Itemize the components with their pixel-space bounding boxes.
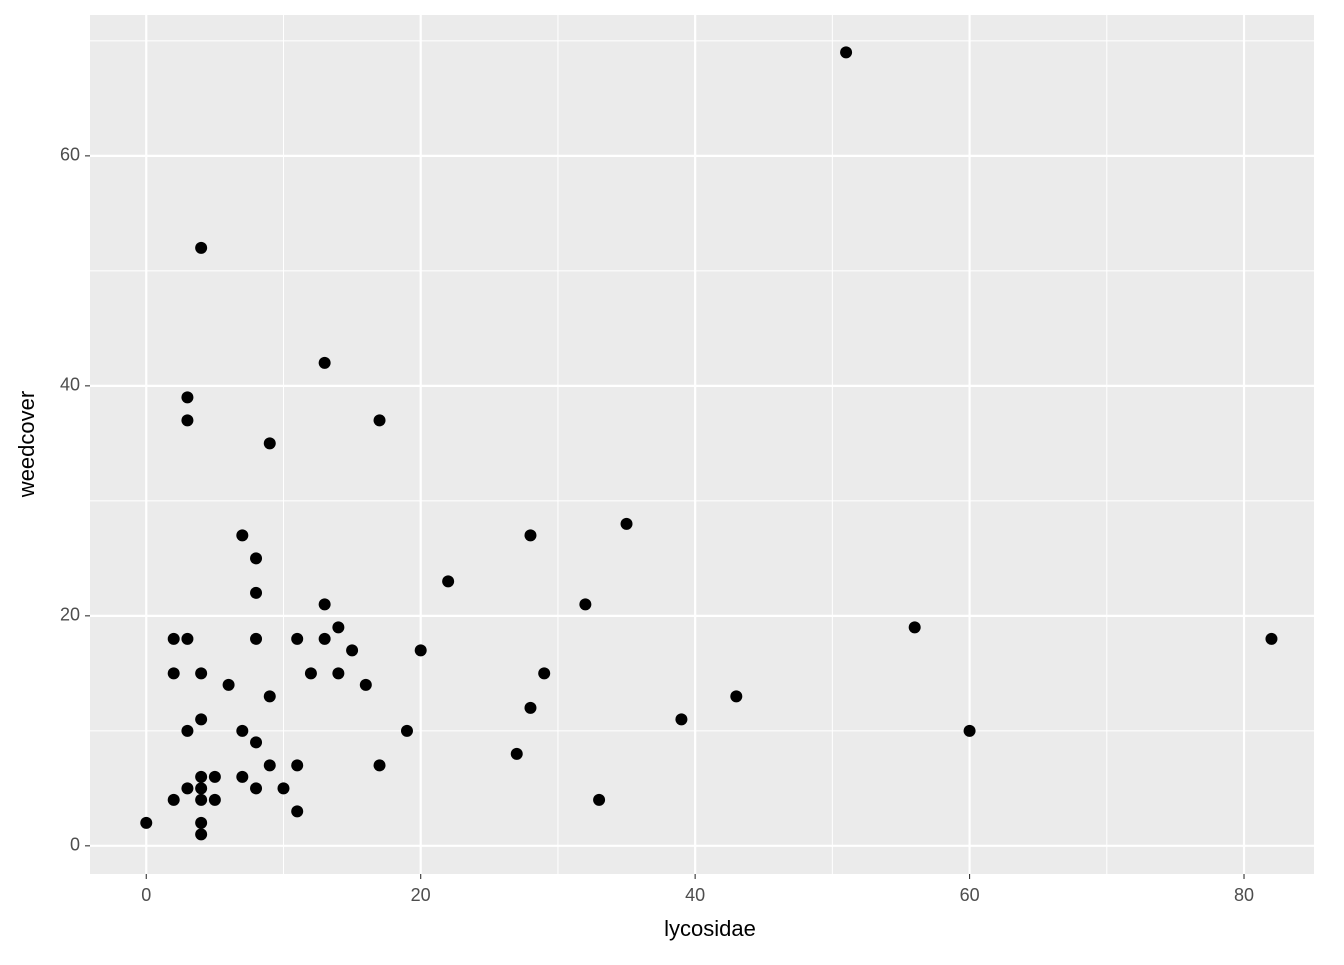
grid bbox=[90, 15, 1314, 874]
point bbox=[181, 782, 194, 795]
point bbox=[250, 782, 263, 795]
point bbox=[236, 724, 249, 737]
y-tick-label: 0 bbox=[70, 835, 80, 855]
y-tick-label: 40 bbox=[60, 375, 80, 395]
point bbox=[181, 391, 194, 404]
point bbox=[840, 46, 853, 59]
point bbox=[593, 793, 606, 806]
point bbox=[236, 529, 249, 542]
point bbox=[291, 632, 304, 645]
x-tick-label: 20 bbox=[411, 885, 431, 905]
point bbox=[181, 632, 194, 645]
point bbox=[346, 644, 359, 657]
point bbox=[181, 414, 194, 427]
point bbox=[373, 759, 386, 772]
point bbox=[195, 816, 208, 829]
point bbox=[730, 690, 743, 703]
point bbox=[291, 805, 304, 818]
point bbox=[620, 517, 633, 530]
point bbox=[167, 667, 180, 680]
point bbox=[263, 690, 276, 703]
point bbox=[304, 667, 317, 680]
point bbox=[167, 793, 180, 806]
point bbox=[250, 736, 263, 749]
y-tick-label: 60 bbox=[60, 145, 80, 165]
point bbox=[250, 552, 263, 565]
point bbox=[195, 782, 208, 795]
point bbox=[195, 828, 208, 841]
x-tick-label: 60 bbox=[960, 885, 980, 905]
point bbox=[373, 414, 386, 427]
point bbox=[140, 816, 153, 829]
point bbox=[291, 759, 304, 772]
y-axis-title: weedcover bbox=[14, 391, 39, 498]
x-tick-label: 0 bbox=[141, 885, 151, 905]
y-tick-label: 20 bbox=[60, 605, 80, 625]
point bbox=[181, 724, 194, 737]
point bbox=[908, 621, 921, 634]
point bbox=[963, 724, 976, 737]
point bbox=[579, 598, 592, 611]
point bbox=[195, 241, 208, 254]
point bbox=[195, 770, 208, 783]
point bbox=[250, 586, 263, 599]
x-tick-label: 80 bbox=[1234, 885, 1254, 905]
point bbox=[414, 644, 427, 657]
point bbox=[318, 632, 331, 645]
point bbox=[524, 529, 537, 542]
point bbox=[442, 575, 455, 588]
point bbox=[263, 759, 276, 772]
point bbox=[195, 793, 208, 806]
point bbox=[510, 747, 523, 760]
point bbox=[250, 632, 263, 645]
point bbox=[222, 678, 235, 691]
point bbox=[1265, 632, 1278, 645]
point bbox=[538, 667, 551, 680]
point bbox=[524, 701, 537, 714]
point bbox=[318, 356, 331, 369]
point bbox=[263, 437, 276, 450]
x-axis-title: lycosidae bbox=[664, 916, 756, 941]
x-tick-label: 40 bbox=[685, 885, 705, 905]
point bbox=[277, 782, 290, 795]
point bbox=[195, 667, 208, 680]
points bbox=[140, 46, 1278, 841]
point bbox=[208, 793, 221, 806]
point bbox=[167, 632, 180, 645]
point bbox=[208, 770, 221, 783]
point bbox=[318, 598, 331, 611]
point bbox=[359, 678, 372, 691]
point bbox=[236, 770, 249, 783]
point bbox=[675, 713, 688, 726]
point bbox=[332, 621, 345, 634]
point bbox=[332, 667, 345, 680]
point bbox=[195, 713, 208, 726]
point bbox=[400, 724, 413, 737]
